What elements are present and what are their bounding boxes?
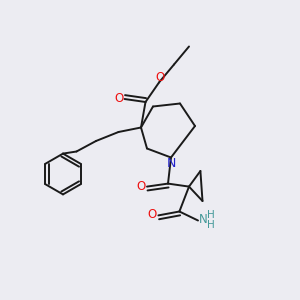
- Text: O: O: [148, 208, 157, 221]
- Text: O: O: [156, 71, 165, 84]
- Text: N: N: [199, 213, 208, 226]
- Text: H: H: [207, 210, 215, 220]
- Text: O: O: [115, 92, 124, 105]
- Text: N: N: [167, 157, 177, 170]
- Text: O: O: [136, 180, 146, 193]
- Text: H: H: [207, 220, 215, 230]
